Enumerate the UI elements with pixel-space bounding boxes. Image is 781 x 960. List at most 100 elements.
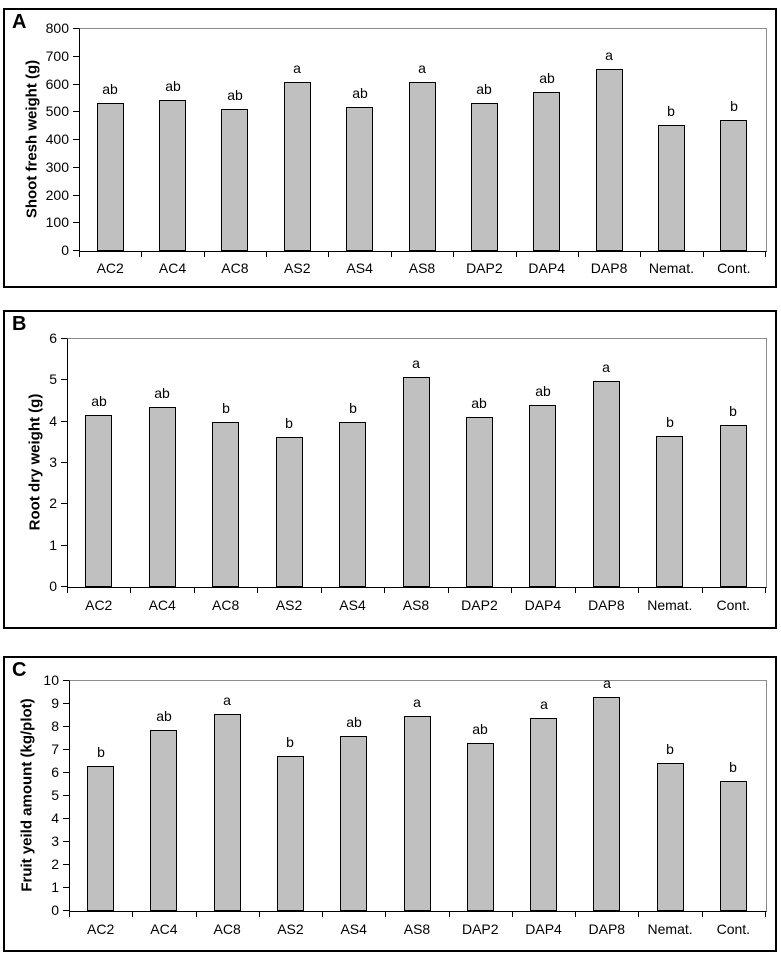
x-axis-tick [328,251,330,257]
x-axis-tick [69,911,70,917]
x-category-label: DAP2 [461,597,498,613]
x-category-label: Cont. [716,597,750,613]
x-category-label: AC8 [221,260,249,276]
y-axis-tick [73,250,79,251]
y-axis-tick [63,864,69,865]
y-tick-label: 4 [51,810,59,826]
x-category-label: AS2 [275,597,303,613]
y-tick-label: 2 [51,856,59,872]
x-category-label: AS8 [402,597,430,613]
y-tick-label: 800 [45,20,69,36]
y-axis-tick [73,55,79,57]
x-axis-tick [702,251,704,257]
significance-letter: b [97,744,105,760]
y-tick-label: 6 [51,764,59,780]
y-tick-label: 200 [45,186,69,203]
y-axis-tick [63,703,69,704]
y-tick-label: 2 [49,495,57,512]
x-category-label: Nemat. [648,260,694,276]
bar-ac4 [149,407,176,587]
y-axis-tick [73,194,79,196]
panel-letter: A [12,11,27,33]
y-tick-label: 0 [51,902,59,918]
significance-letter: a [605,47,613,63]
y-axis-tick [63,749,69,750]
bar-dap4 [533,92,560,251]
y-tick-label: 10 [43,672,59,688]
y-axis-tick [61,503,67,505]
x-category-label: Cont. [716,921,751,937]
y-tick-label: 1 [51,879,59,895]
x-axis-tick [384,587,386,593]
x-axis-tick [390,251,392,257]
bar-ac8 [214,714,241,911]
x-category-label: DAP2 [461,921,499,937]
significance-letter: b [667,103,675,119]
x-axis-tick [132,911,134,917]
y-axis-tick [73,111,79,113]
significance-letter: ab [156,708,172,724]
significance-letter: a [413,694,421,710]
x-axis-tick [577,251,579,257]
x-category-label: AS2 [277,921,304,937]
significance-letter: ab [91,393,107,409]
significance-letter: ab [165,78,181,94]
y-tick-label: 5 [51,787,59,803]
significance-letter: b [349,400,357,416]
x-category-label: AS4 [339,597,366,613]
x-category-label: DAP2 [466,260,503,276]
x-axis-tick [385,911,387,917]
x-axis-tick [574,587,576,593]
x-category-label: AS2 [284,260,311,276]
y-axis-tick [61,338,67,339]
y-axis-tick [73,166,79,168]
x-category-label: DAP8 [590,260,628,276]
y-tick-label: 8 [51,718,59,734]
x-category-label: AC2 [87,921,115,937]
x-axis-tick [765,587,766,593]
y-axis-tick [63,795,69,796]
x-category-label: Nemat. [647,597,693,613]
bar-cont [720,781,747,911]
y-tick-label: 0 [61,242,69,258]
x-axis-tick [447,587,449,593]
x-category-label: Nemat. [647,921,693,937]
significance-letter: b [666,741,674,757]
y-tick-label: 7 [51,741,59,757]
significance-letter: a [602,359,610,375]
bar-dap4 [529,405,556,587]
y-tick-label: 9 [51,695,59,711]
bar-as8 [409,82,436,251]
y-axis-tick [73,139,79,140]
x-axis-tick [453,251,455,257]
bar-ac4 [159,100,186,251]
bar-nemat [658,125,685,251]
panel-a: A Shoot fresh weight (g) 0 100 200 300 400 50… [3,8,777,288]
y-axis-tick [61,420,67,422]
y-tick-label: 300 [45,158,69,175]
bar-nemat [656,436,683,587]
bar-as2 [284,82,311,251]
y-tick-label: 3 [49,454,57,470]
y-axis-tick [73,222,79,224]
y-axis-tick [63,772,69,773]
y-tick-label: 100 [45,214,69,231]
x-category-label: AS8 [403,921,431,937]
bar-ac8 [212,422,239,587]
panel-letter: C [12,659,27,681]
plot-area [79,28,767,252]
y-axis-tick [63,910,69,911]
x-category-label: AC4 [148,597,176,613]
significance-letter: a [223,692,231,708]
y-axis-tick [73,83,79,85]
bar-dap8 [593,697,620,911]
y-tick-label: 1 [49,536,57,553]
significance-letter: a [603,675,611,691]
y-axis-tick [63,818,69,819]
significance-letter: ab [227,87,243,103]
y-tick-label: 700 [45,47,69,64]
significance-letter: a [293,60,301,76]
y-tick-label: 6 [49,330,57,346]
